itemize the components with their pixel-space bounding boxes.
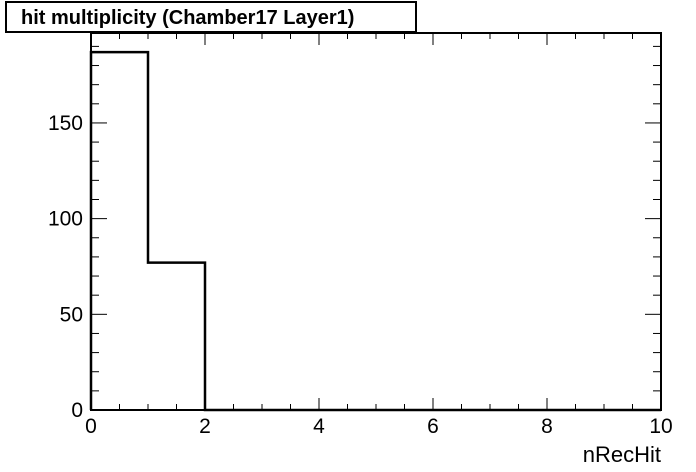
x-tick-label: 10 [649, 415, 672, 438]
x-axis-label: nRecHit [583, 442, 661, 467]
y-axis-tick-labels: 0 50 100 150 [48, 112, 83, 422]
y-tick-label: 50 [60, 303, 83, 326]
title-box: hit multiplicity (Chamber17 Layer1) [5, 1, 417, 33]
x-tick-label: 0 [85, 415, 97, 438]
title-box-frame [5, 1, 417, 33]
x-tick-label: 4 [313, 415, 325, 438]
y-tick-label: 0 [71, 399, 83, 422]
x-tick-label: 8 [541, 415, 553, 438]
histogram-series [89, 50, 661, 412]
y-tick-label: 100 [48, 208, 83, 231]
histogram-outline [89, 50, 661, 412]
x-axis-tick-labels: 0 2 4 6 8 10 [85, 415, 673, 438]
histogram-bin [148, 263, 205, 410]
y-tick-label: 150 [48, 112, 83, 135]
histogram-bin [91, 52, 148, 410]
x-tick-label: 6 [427, 415, 439, 438]
x-tick-label: 2 [199, 415, 211, 438]
chart-title: hit multiplicity (Chamber17 Layer1) [21, 7, 354, 29]
